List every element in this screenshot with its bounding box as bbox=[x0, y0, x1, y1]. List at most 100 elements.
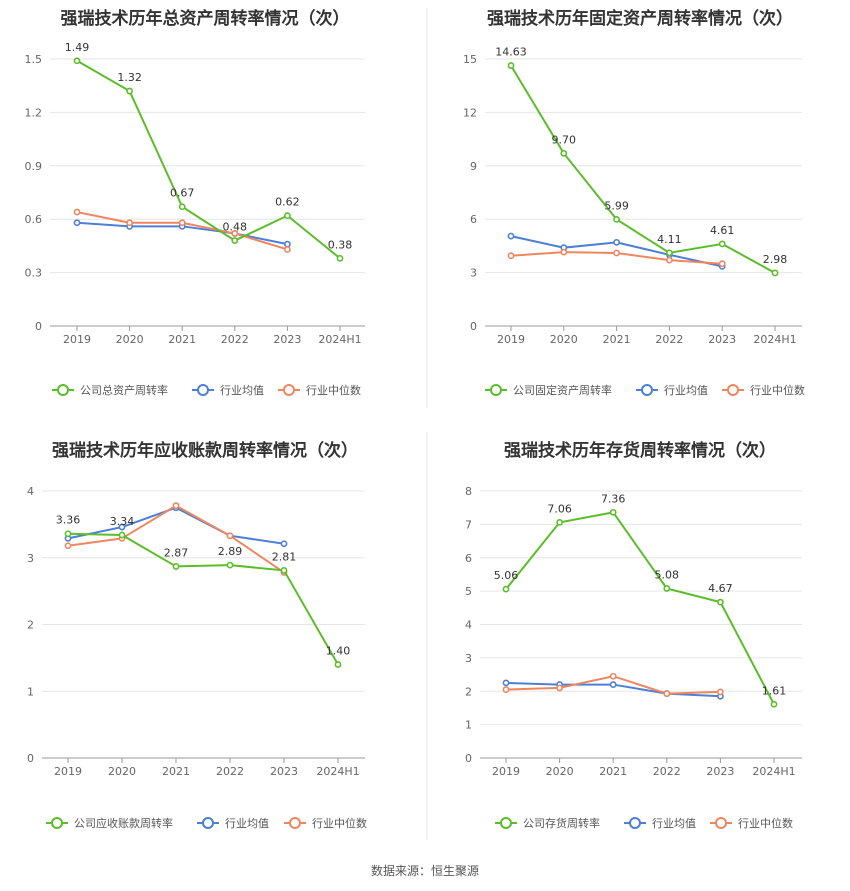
legend-label: 公司固定资产周转率 bbox=[513, 383, 612, 397]
x-tick-label: 2019 bbox=[492, 765, 520, 778]
data-label: 1.40 bbox=[326, 645, 351, 658]
series-line-1 bbox=[76, 59, 341, 260]
y-tick-label: 1 bbox=[465, 719, 472, 732]
data-point bbox=[507, 232, 515, 240]
data-point bbox=[556, 518, 563, 526]
data-label: 1.49 bbox=[65, 41, 90, 54]
x-tick-label: 2022 bbox=[653, 765, 681, 778]
legend-marker bbox=[289, 817, 301, 829]
y-tick-label: 15 bbox=[463, 53, 477, 66]
legend-marker bbox=[283, 384, 295, 396]
data-label: 0.62 bbox=[275, 196, 300, 209]
y-tick-label: 0 bbox=[465, 752, 472, 765]
y-tick-label: 7 bbox=[465, 518, 472, 531]
data-point bbox=[283, 240, 291, 248]
data-point bbox=[64, 542, 72, 550]
data-point bbox=[770, 700, 778, 708]
data-point bbox=[280, 567, 288, 574]
y-tick-label: 0.6 bbox=[25, 213, 43, 226]
data-label: 3.34 bbox=[110, 515, 135, 528]
chart-title: 强瑞技术历年固定资产周转率情况（次） bbox=[487, 8, 793, 29]
legend-marker bbox=[641, 384, 653, 396]
y-tick-label: 2 bbox=[465, 685, 472, 698]
data-point bbox=[718, 240, 726, 248]
data-point bbox=[663, 585, 671, 592]
legend-marker bbox=[629, 817, 641, 829]
data-point bbox=[283, 246, 291, 253]
data-point bbox=[64, 530, 72, 538]
y-tick-label: 3 bbox=[27, 552, 34, 565]
legend-label: 行业中位数 bbox=[312, 816, 367, 830]
x-tick-label: 2022 bbox=[655, 333, 683, 346]
legend-label: 行业均值 bbox=[225, 817, 269, 830]
y-tick-label: 0 bbox=[35, 320, 42, 333]
data-point bbox=[280, 540, 288, 548]
data-point bbox=[502, 686, 510, 693]
data-point bbox=[226, 532, 234, 540]
data-label: 0.38 bbox=[328, 238, 353, 251]
legend-marker bbox=[715, 817, 727, 829]
data-point bbox=[613, 249, 620, 257]
x-tick-label: 2024H1 bbox=[752, 765, 795, 778]
data-point bbox=[560, 149, 568, 157]
legend-label: 行业中位数 bbox=[738, 816, 793, 830]
data-point bbox=[126, 219, 134, 227]
data-point bbox=[663, 690, 671, 697]
x-tick-label: 2022 bbox=[221, 333, 249, 346]
data-point bbox=[717, 688, 724, 696]
data-point bbox=[718, 260, 726, 268]
chart-panel-3: 强瑞技术历年应收账款周转率情况（次） 0 1 2 3 4 2019 2020 2021 2022 2… bbox=[27, 440, 367, 830]
x-tick-label: 2020 bbox=[550, 333, 578, 346]
data-label: 2.81 bbox=[272, 550, 297, 563]
data-label: 2.98 bbox=[763, 253, 788, 266]
data-point bbox=[507, 252, 515, 260]
legend-marker bbox=[202, 817, 214, 829]
x-tick-label: 2022 bbox=[216, 765, 244, 778]
data-label: 2.89 bbox=[218, 545, 243, 558]
y-tick-label: 4 bbox=[465, 619, 472, 632]
x-tick-label: 2020 bbox=[108, 765, 136, 778]
y-tick-label: 0.9 bbox=[25, 160, 43, 173]
x-tick-label: 2024H1 bbox=[318, 333, 361, 346]
data-point bbox=[609, 672, 617, 680]
legend-marker bbox=[490, 384, 502, 396]
data-point bbox=[666, 256, 673, 264]
x-tick-label: 2021 bbox=[162, 765, 190, 778]
data-label: 4.11 bbox=[657, 233, 682, 246]
data-source: 数据来源：恒生聚源 bbox=[370, 864, 479, 878]
data-point bbox=[118, 523, 126, 531]
y-tick-label: 4 bbox=[27, 485, 34, 498]
data-label: 9.70 bbox=[552, 133, 577, 146]
data-label: 3.36 bbox=[56, 514, 81, 527]
data-point bbox=[126, 87, 134, 95]
data-point bbox=[717, 598, 724, 606]
data-point bbox=[609, 508, 617, 516]
data-point bbox=[609, 681, 617, 688]
chart-title: 强瑞技术历年应收账款周转率情况（次） bbox=[52, 440, 358, 461]
data-point bbox=[613, 238, 620, 246]
data-point bbox=[178, 203, 186, 211]
chart-title: 强瑞技术历年存货周转率情况（次） bbox=[504, 440, 776, 461]
data-point bbox=[502, 679, 510, 687]
x-tick-label: 2019 bbox=[63, 333, 91, 346]
legend-marker bbox=[500, 817, 512, 829]
data-point bbox=[73, 57, 81, 65]
y-tick-label: 0.3 bbox=[25, 267, 43, 280]
x-tick-label: 2020 bbox=[546, 765, 574, 778]
chart-panel-4: 强瑞技术历年存货周转率情况（次） 0 1 2 3 4 5 6 7 8 2019 2020 2021 202… bbox=[465, 440, 802, 830]
data-point bbox=[231, 230, 239, 237]
data-point bbox=[336, 254, 344, 262]
legend-marker bbox=[57, 384, 69, 396]
data-point bbox=[666, 249, 673, 257]
series-line-1 bbox=[505, 511, 775, 705]
data-label: 7.36 bbox=[601, 492, 626, 505]
legend-marker bbox=[51, 817, 63, 829]
data-point bbox=[771, 269, 779, 277]
y-tick-label: 1.5 bbox=[25, 53, 43, 66]
data-point bbox=[556, 684, 563, 692]
data-point bbox=[283, 212, 291, 220]
legend-label: 公司应收账款周转率 bbox=[74, 816, 173, 830]
x-tick-label: 2024H1 bbox=[316, 765, 359, 778]
series-line-2 bbox=[67, 506, 285, 545]
